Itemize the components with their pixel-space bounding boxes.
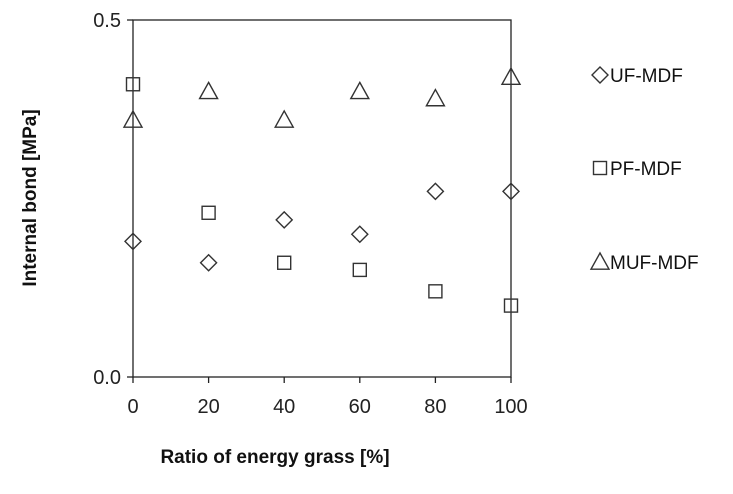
x-tick-label: 80 (424, 396, 446, 418)
triangle-point (274, 109, 295, 128)
x-tick-label: 40 (273, 396, 295, 418)
x-axis-title: Ratio of energy grass [%] (160, 447, 389, 468)
diamond-point (502, 182, 520, 201)
triangle-point (425, 88, 446, 107)
diamond-point (350, 225, 369, 244)
legend: UF-MDF PF-MDF MUF-MDF (589, 66, 699, 274)
square-point (428, 284, 443, 299)
legend-label: MUF-MDF (610, 253, 699, 274)
triangle-point (122, 109, 144, 128)
y-axis-title: Internal bond [MPa] (20, 109, 41, 286)
square-point (201, 205, 216, 220)
x-tick-label: 20 (197, 396, 219, 418)
diamond-point (275, 210, 294, 229)
triangle-point (349, 80, 370, 100)
legend-label: PF-MDF (610, 159, 682, 180)
series-muf-mdf (122, 66, 522, 128)
square-point (125, 77, 141, 92)
square-point (503, 298, 519, 313)
x-tick-label: 100 (494, 396, 527, 418)
square-point (352, 262, 367, 278)
x-tick-label: 0 (127, 396, 138, 418)
diamond-point (199, 253, 218, 272)
triangle-point (198, 80, 219, 100)
y-tick-label: 0.5 (93, 10, 121, 32)
diamond-point (124, 232, 142, 251)
series-pf-mdf (125, 77, 519, 313)
series-uf-mdf (124, 182, 520, 272)
square-point (277, 255, 292, 270)
diamond-point (426, 182, 445, 201)
legend-triangle-icon (589, 251, 611, 270)
x-tick-label: 60 (349, 396, 371, 418)
plot-area (132, 19, 512, 378)
triangle-point (500, 66, 522, 86)
legend-diamond-icon (591, 66, 609, 84)
legend-square-icon (592, 160, 608, 176)
y-tick-label: 0.0 (93, 367, 121, 389)
legend-label: UF-MDF (610, 66, 683, 87)
